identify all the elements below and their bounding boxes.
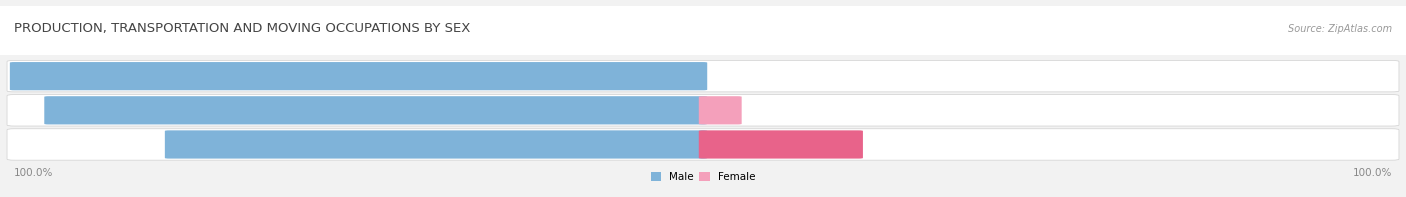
Text: 95.0%: 95.0%: [22, 105, 59, 115]
Text: Production: Production: [675, 139, 731, 150]
Text: 0.0%: 0.0%: [714, 71, 741, 81]
Text: 100.0%: 100.0%: [14, 168, 53, 178]
Legend: Male, Female: Male, Female: [651, 172, 755, 182]
Text: Source: ZipAtlas.com: Source: ZipAtlas.com: [1288, 24, 1392, 33]
Text: 22.6%: 22.6%: [870, 139, 903, 150]
Text: PRODUCTION, TRANSPORTATION AND MOVING OCCUPATIONS BY SEX: PRODUCTION, TRANSPORTATION AND MOVING OC…: [14, 22, 471, 35]
Text: 100.0%: 100.0%: [1353, 168, 1392, 178]
Text: 100.0%: 100.0%: [22, 71, 66, 81]
Text: 77.5%: 77.5%: [22, 139, 59, 150]
Text: Material Moving: Material Moving: [661, 71, 745, 81]
Text: 5.0%: 5.0%: [748, 105, 775, 115]
Text: Transportation: Transportation: [665, 105, 741, 115]
